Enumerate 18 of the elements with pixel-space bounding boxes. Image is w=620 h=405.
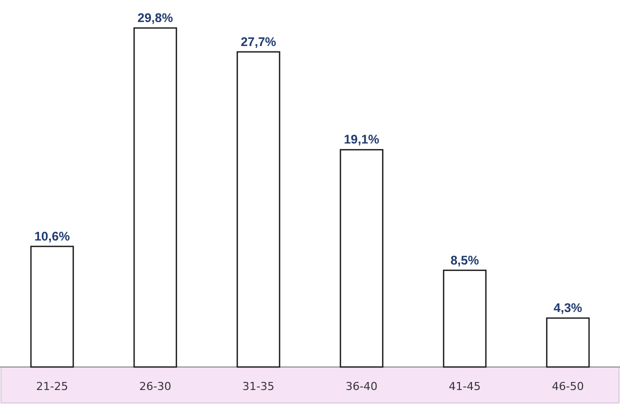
data-label: 10,6% — [34, 229, 70, 244]
bar — [133, 27, 178, 368]
bar — [340, 149, 384, 368]
data-label: 27,7% — [240, 34, 276, 49]
x-tick-label: 31-35 — [242, 380, 274, 393]
data-label: 19,1% — [344, 132, 380, 147]
x-tick-label: 26-30 — [139, 380, 172, 393]
bar — [236, 51, 280, 368]
data-label: 4,3% — [554, 301, 582, 316]
x-tick-label: 41-45 — [448, 380, 481, 393]
x-tick-label: 46-50 — [552, 380, 584, 393]
data-label: 29,8% — [138, 11, 173, 25]
bar — [30, 246, 74, 368]
bar — [546, 317, 590, 368]
x-tick-label: 21-25 — [36, 380, 68, 393]
data-label: 8,5% — [450, 253, 479, 268]
bar — [442, 270, 487, 368]
x-tick-label: 36-40 — [346, 380, 378, 393]
